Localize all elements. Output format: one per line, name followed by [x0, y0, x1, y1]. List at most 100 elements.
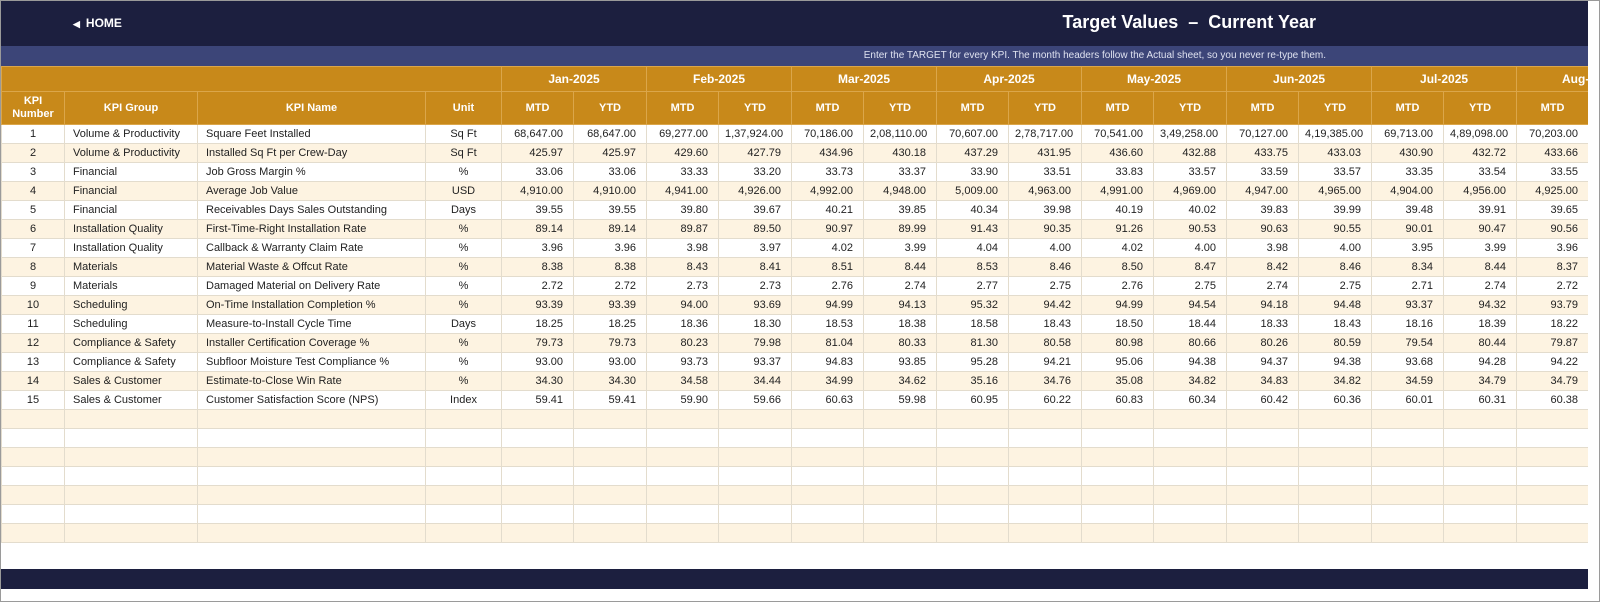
target-value: 33.83 [1081, 162, 1155, 182]
empty-cell [501, 466, 574, 486]
kpi-group: Materials [64, 276, 198, 296]
kpi-row: 9 Materials Damaged Material on Delivery R… [1, 276, 1588, 296]
target-value: 40.19 [1081, 200, 1155, 220]
empty-cell [1371, 504, 1445, 524]
kpi-table: Jan-2025 Feb-2025 Mar-2025 Apr-2025 May-2025… [1, 66, 1588, 543]
target-value: 33.51 [1007, 162, 1083, 182]
target-value: 94.99 [1081, 295, 1155, 315]
target-value: 18.53 [791, 314, 864, 334]
empty-cell [1007, 447, 1083, 467]
ytd-header: YTD [1443, 91, 1518, 125]
target-value: 33.54 [1443, 162, 1518, 182]
target-value: 90.56 [1516, 219, 1588, 239]
empty-cell [1443, 447, 1518, 467]
empty-cell [863, 447, 937, 467]
target-value: 18.22 [1516, 314, 1588, 334]
kpi-unit: % [425, 162, 502, 182]
kpi-row: 4 Financial Average Job Value USD 4,910.00 4,… [1, 181, 1588, 201]
kpi-number: 5 [1, 200, 65, 220]
empty-row [1, 485, 1588, 505]
empty-cell [936, 409, 1009, 429]
kpi-group: Installation Quality [64, 219, 198, 239]
empty-cell [718, 466, 792, 486]
target-value: 4,969.00 [1153, 181, 1228, 201]
target-value: 433.03 [1298, 143, 1373, 163]
target-value: 18.36 [646, 314, 719, 334]
empty-cell [1443, 504, 1518, 524]
target-value: 70,607.00 [936, 124, 1009, 144]
empty-cell [646, 504, 719, 524]
target-value: 80.98 [1081, 333, 1155, 353]
target-value: 94.28 [1443, 352, 1518, 372]
target-value: 91.43 [936, 219, 1009, 239]
target-value: 68,647.00 [573, 124, 647, 144]
empty-cell [791, 523, 864, 543]
target-value: 94.21 [1007, 352, 1083, 372]
empty-cell [1153, 504, 1228, 524]
empty-cell [573, 485, 647, 505]
kpi-number: 9 [1, 276, 65, 296]
target-value: 70,127.00 [1226, 124, 1300, 144]
target-value: 4.02 [1081, 238, 1155, 258]
empty-cell [1, 523, 65, 543]
target-value: 4,904.00 [1371, 181, 1445, 201]
month-header: May-2025 [1081, 66, 1228, 92]
target-value: 34.82 [1298, 371, 1373, 391]
target-value: 95.28 [936, 352, 1009, 372]
target-value: 8.47 [1153, 257, 1228, 277]
target-value: 80.59 [1298, 333, 1373, 353]
home-button[interactable]: ◀ HOME [73, 16, 122, 30]
empty-cell [1081, 485, 1155, 505]
ytd-header: YTD [863, 91, 937, 125]
kpi-row: 10 Scheduling On-Time Installation Complet… [1, 295, 1588, 315]
target-value: 93.79 [1516, 295, 1588, 315]
empty-cell [1298, 523, 1373, 543]
target-value: 33.59 [1226, 162, 1300, 182]
empty-cell [1, 428, 65, 448]
target-value: 2.74 [1226, 276, 1300, 296]
kpi-group: Sales & Customer [64, 371, 198, 391]
instructions: Enter the TARGET for every KPI. The mont… [863, 50, 1326, 61]
target-value: 33.06 [501, 162, 574, 182]
target-value: 94.37 [1226, 352, 1300, 372]
empty-cell [501, 523, 574, 543]
target-value: 60.63 [791, 390, 864, 410]
empty-cell [425, 466, 502, 486]
empty-cell [1226, 485, 1300, 505]
target-value: 18.25 [573, 314, 647, 334]
kpi-name: Square Feet Installed [197, 124, 426, 144]
target-value: 60.34 [1153, 390, 1228, 410]
target-value: 434.96 [791, 143, 864, 163]
kpi-row: 5 Financial Receivables Days Sales Outstan… [1, 200, 1588, 220]
empty-cell [501, 409, 574, 429]
target-value: 79.73 [501, 333, 574, 353]
target-value: 8.44 [863, 257, 937, 277]
home-label[interactable]: HOME [85, 16, 122, 30]
target-value: 79.87 [1516, 333, 1588, 353]
target-value: 34.30 [573, 371, 647, 391]
empty-cell [1443, 428, 1518, 448]
empty-cell [936, 485, 1009, 505]
target-value: 18.50 [1081, 314, 1155, 334]
kpi-group: Volume & Productivity [64, 143, 198, 163]
empty-cell [1371, 409, 1445, 429]
target-value: 94.00 [646, 295, 719, 315]
mtd-header: MTD [1371, 91, 1445, 125]
target-value: 2.75 [1153, 276, 1228, 296]
target-value: 8.38 [573, 257, 647, 277]
empty-cell [1, 504, 65, 524]
target-value: 39.83 [1226, 200, 1300, 220]
kpi-row: 15 Sales & Customer Customer Satisfaction … [1, 390, 1588, 410]
empty-cell [791, 485, 864, 505]
empty-cell [197, 447, 426, 467]
kpi-row: 14 Sales & Customer Estimate-to-Close Win … [1, 371, 1588, 391]
target-value: 8.42 [1226, 257, 1300, 277]
mtd-header: MTD [501, 91, 574, 125]
kpi-number: 1 [1, 124, 65, 144]
target-value: 4.00 [1298, 238, 1373, 258]
target-value: 81.04 [791, 333, 864, 353]
target-value: 33.55 [1516, 162, 1588, 182]
empty-row [1, 504, 1588, 524]
mtd-header: MTD [646, 91, 719, 125]
month-header: Jul-2025 [1371, 66, 1518, 92]
